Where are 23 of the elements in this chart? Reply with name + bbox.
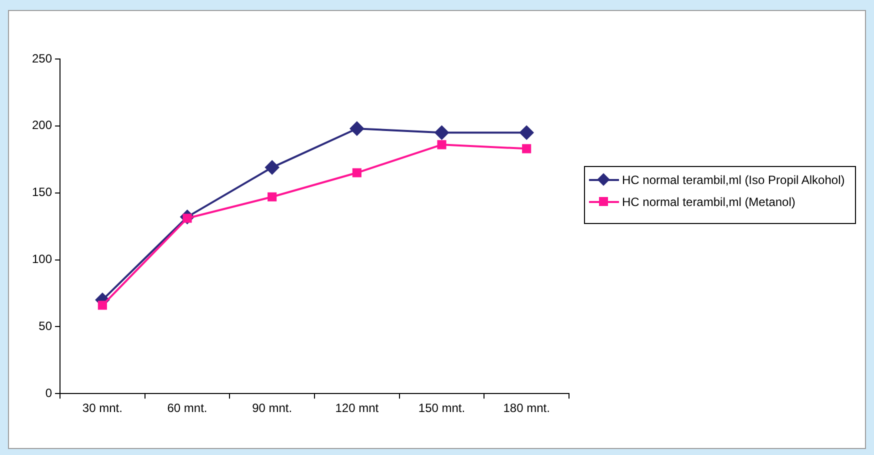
point [265,160,280,174]
point [268,192,277,202]
point [520,126,534,140]
legend-label: HC normal terambil,ml (Iso Propil Alkohol) [622,173,845,187]
y-tick-label: 150 [32,185,52,200]
point [434,126,449,140]
y-tick-label: 50 [38,318,52,333]
y-tick-label: 100 [32,252,52,266]
x-tick-label: 150 mnt. [418,401,466,416]
point [437,140,446,150]
point [522,144,532,154]
point [352,168,362,178]
y-tick-label: 200 [32,118,52,132]
point [98,300,107,310]
x-tick-label: 180 mnt. [503,401,550,416]
legend-label: HC normal terambil,ml (Metanol) [622,195,796,209]
y-tick-label: 0 [45,386,52,400]
x-tick-label: 120 mnt [335,401,380,416]
x-tick-label: 30 mnt. [82,401,122,416]
y-tick-label: 250 [32,51,52,66]
x-tick-label: 90 mnt. [252,401,292,416]
x-tick-label: 60 mnt. [167,401,208,416]
point [350,122,364,136]
